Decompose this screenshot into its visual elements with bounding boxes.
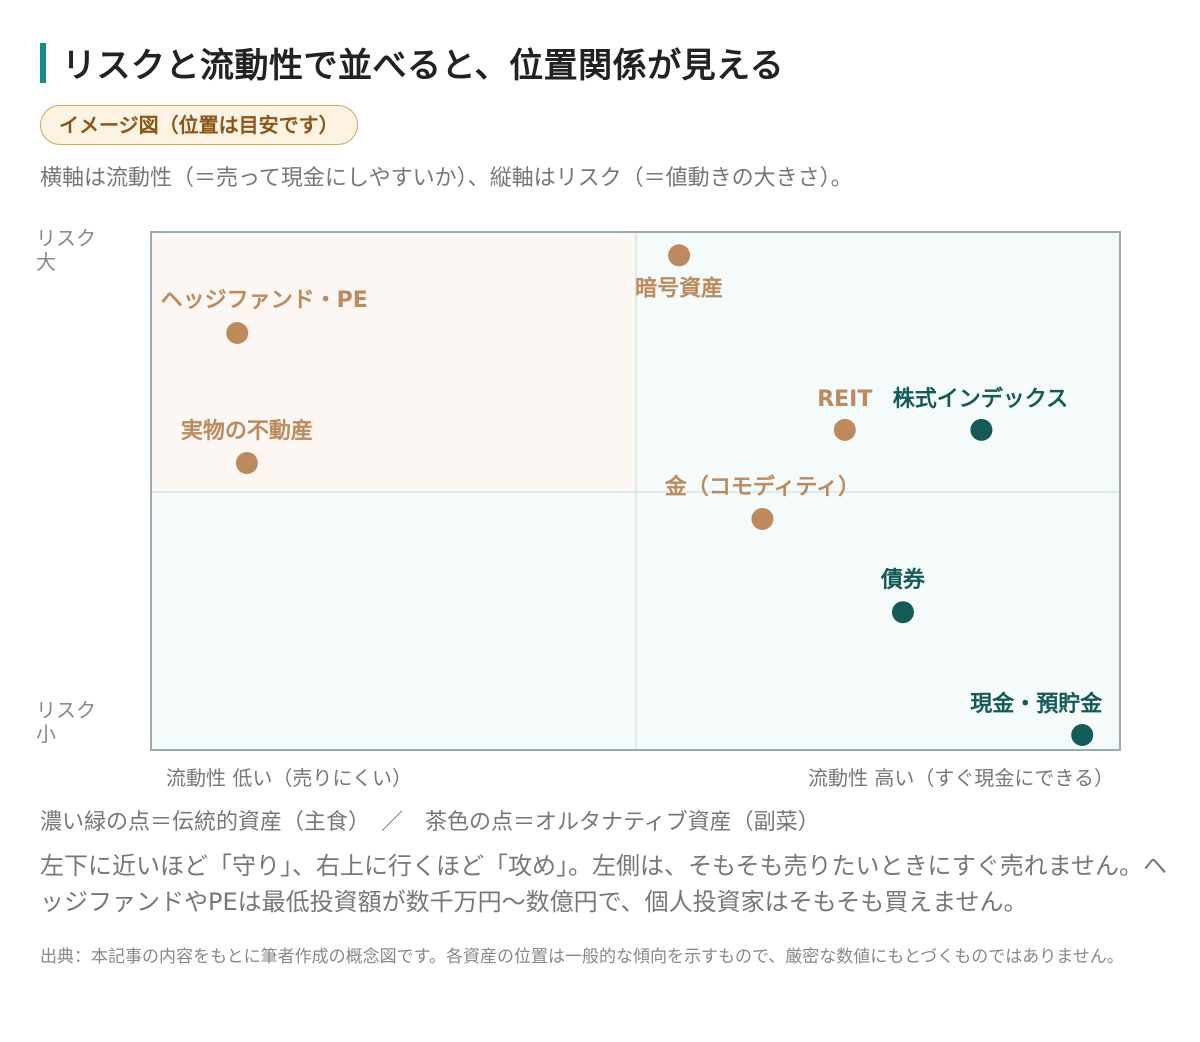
source-note: 出典：本記事の内容をもとに筆者作成の概念図です。各資産の位置は一般的な傾向を示す… — [40, 947, 1124, 967]
data-point-4 — [235, 452, 258, 475]
title-accent-bar — [40, 42, 46, 83]
data-point-3 — [970, 418, 993, 441]
data-label-1: ヘッジファンド・PE — [161, 288, 368, 313]
chart-frame — [150, 231, 1121, 751]
quadrant-bottom-left — [151, 492, 636, 750]
title-block: リスクと流動性で並べると、位置関係が見える — [40, 38, 784, 87]
data-label-4: 実物の不動産 — [181, 418, 313, 444]
data-point-1 — [226, 322, 249, 345]
y-axis-label-low: リスク 小 — [36, 698, 96, 746]
data-label-3: 株式インデックス — [893, 386, 1068, 412]
quadrant-top-right — [636, 232, 1120, 492]
data-label-6: 債券 — [880, 567, 926, 593]
image-note-badge: イメージ図（位置は目安です） — [40, 105, 358, 145]
data-label-0: 暗号資産 — [635, 275, 723, 301]
data-point-7 — [1071, 723, 1094, 746]
data-point-0 — [668, 244, 691, 267]
data-label-2: REIT — [817, 387, 872, 412]
y-axis-label-low-line2: 小 — [36, 722, 56, 746]
x-axis-label-high: 流動性 高い（すぐ現金にできる） — [808, 766, 1114, 790]
legend: 濃い緑の点＝伝統的資産（主食） ／ 茶色の点＝オルタナティブ資産（副菜） — [40, 810, 820, 835]
quadrant-bottom-right — [636, 492, 1120, 750]
y-axis-label-low-line1: リスク — [36, 698, 96, 722]
x-axis-label-low: 流動性 低い（売りにくい） — [166, 766, 412, 790]
page-title: リスクと流動性で並べると、位置関係が見える — [62, 46, 785, 86]
chart-subtitle: 横軸は流動性（＝売って現金にしやすいか）、縦軸はリスク（＝値動きの大きさ）。 — [40, 166, 853, 191]
quadrant-top-left — [151, 232, 636, 492]
data-label-7: 現金・預貯金 — [970, 691, 1103, 717]
data-point-6 — [891, 601, 914, 624]
data-point-5 — [751, 507, 774, 530]
data-point-2 — [833, 418, 856, 441]
y-axis-label-high-line2: 大 — [36, 250, 56, 274]
y-axis-label-high: リスク 大 — [36, 226, 96, 274]
y-axis-label-high-line1: リスク — [36, 226, 96, 250]
explanation-text: 左下に近いほど「守り」、右上に行くほど「攻め」。左側は、そもそも売りたいときにす… — [40, 852, 1168, 916]
data-label-5: 金（コモディティ） — [664, 474, 860, 500]
